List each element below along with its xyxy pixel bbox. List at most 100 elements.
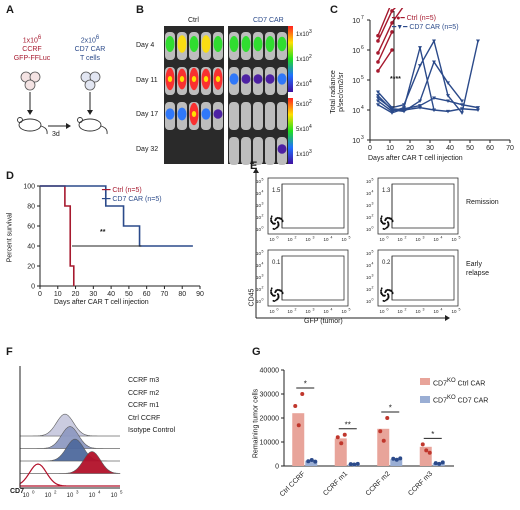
y-tick-label: 10	[366, 251, 372, 256]
ctrl-point	[376, 33, 380, 38]
event-dot	[385, 298, 388, 301]
x-tick-label: 10	[415, 237, 421, 242]
signal-spot	[241, 74, 251, 84]
remission-label: Remission	[466, 199, 499, 206]
y-tick-exponent: 4	[262, 262, 264, 266]
y-tick-exponent: 0	[262, 298, 264, 302]
x-tick-exponent: 0	[387, 308, 389, 312]
x-tick-exponent: 3	[313, 308, 315, 312]
event-dot	[382, 227, 385, 230]
legend-label: CD7	[433, 380, 448, 388]
cd45-axis-label: CD45	[246, 280, 258, 320]
x-tick-label: 10	[433, 309, 439, 314]
x-tick-exponent: 3	[313, 236, 315, 240]
y-tick-exponent: 5	[361, 75, 364, 81]
signal-spot	[277, 73, 287, 85]
y-axis-label: CD45	[248, 288, 256, 307]
car-point	[460, 103, 464, 107]
y-tick-exponent: 3	[262, 202, 264, 206]
x-tick-label: 70	[506, 145, 514, 152]
y-tick-label: 10	[352, 18, 360, 25]
legend-ctrl: Ctrl (n=5)	[112, 187, 142, 194]
car-point	[376, 99, 380, 103]
replicate-dot	[437, 461, 442, 466]
event-dot	[380, 220, 383, 223]
x-tick-label: 10	[415, 309, 421, 314]
y-tick-exponent: 6	[361, 45, 364, 51]
y-tick-label: 10	[366, 275, 372, 280]
replicate-dot	[391, 456, 396, 461]
tumor-y-label: Remaining tumor cells	[250, 380, 262, 470]
signal-spot	[213, 109, 223, 119]
ctrl-point	[376, 60, 380, 64]
x-tick-label: 40	[446, 145, 454, 152]
mouse-silhouette	[229, 102, 239, 130]
x-tick-label: 10	[341, 309, 347, 314]
signal-spot	[189, 36, 199, 52]
x-tick-exponent: 5	[349, 236, 351, 240]
y-tick-label: 10	[256, 227, 262, 232]
event-dot	[275, 298, 278, 301]
mouse-icon	[17, 117, 48, 135]
ctrl-point	[376, 51, 380, 55]
event-dot	[277, 222, 280, 225]
mouse-silhouette	[253, 137, 263, 165]
arrow-right-icon	[445, 315, 450, 321]
x-tick-label: 10	[379, 237, 385, 242]
y-tick-exponent: 4	[262, 190, 264, 194]
replicate-dot	[342, 432, 347, 437]
survival-chart: 0 10 20 30 40 50 60 70 80 90 0 20 40 60 80 100	[23, 184, 204, 299]
y-tick-exponent: 2	[262, 286, 264, 290]
scale-tick-exp: 4	[309, 79, 312, 85]
x-tick-label: 30	[426, 145, 434, 152]
ctrl-point	[390, 30, 394, 34]
event-dot	[383, 294, 386, 297]
event-dot	[277, 223, 280, 226]
histogram-curve	[20, 438, 120, 462]
car-point	[476, 39, 480, 43]
histogram-legend: CCRF m3 CCRF m2 CCRF m1 Ctrl CCRF Isotyp…	[128, 375, 175, 438]
x-tick-exponent: 4	[331, 308, 333, 312]
y-tick-exponent: 3	[361, 135, 364, 141]
event-dot	[380, 215, 383, 218]
x-tick-label: 10	[323, 309, 329, 314]
signal-spot	[277, 36, 287, 52]
y-tick-label: 10	[256, 251, 262, 256]
replicate-dot	[381, 438, 386, 443]
event-dot	[387, 289, 390, 291]
mouse-silhouette	[241, 102, 251, 130]
bar-ctrl-car	[377, 428, 390, 466]
y-tick-label: 10	[366, 263, 372, 268]
ctrl-point	[376, 69, 380, 73]
replicate-dot	[306, 459, 311, 464]
car-point	[446, 109, 450, 114]
event-dot	[391, 220, 394, 223]
mouse-silhouette	[253, 102, 263, 130]
signal-spot	[229, 73, 239, 85]
car-point	[446, 94, 450, 98]
car-point	[432, 60, 436, 64]
y-axis-label: Remaining tumor cells	[252, 388, 260, 459]
significance-marker: **	[345, 420, 351, 429]
event-dot	[270, 215, 273, 218]
event-dot	[275, 218, 277, 221]
y-tick-label: 40	[27, 244, 35, 251]
label-ccrf-m3: CCRF m3	[128, 377, 160, 384]
y-tick-label: 10	[256, 191, 262, 196]
y-tick-label: 10	[366, 299, 372, 304]
gate-box	[391, 183, 455, 229]
event-dot	[271, 294, 274, 296]
scale-tick-exp: 3	[309, 149, 312, 155]
y-tick-label: 10	[352, 108, 360, 115]
legend-ctrl: Ctrl (n=5)	[406, 15, 436, 22]
car-point	[476, 106, 480, 110]
event-dot	[273, 294, 276, 297]
x-tick-label: 10	[433, 237, 439, 242]
event-dot	[271, 222, 274, 224]
x-tick-label: 0	[38, 291, 42, 298]
radiance-x-label: Days after CAR T cell injection	[368, 155, 463, 162]
y-axis-label-line2: p/sec/cm2/sr	[338, 72, 345, 112]
x-tick-exponent: 0	[32, 490, 35, 495]
car-point	[446, 99, 450, 103]
legend-cd7-car: CD7 CAR (n=5)	[409, 24, 459, 31]
